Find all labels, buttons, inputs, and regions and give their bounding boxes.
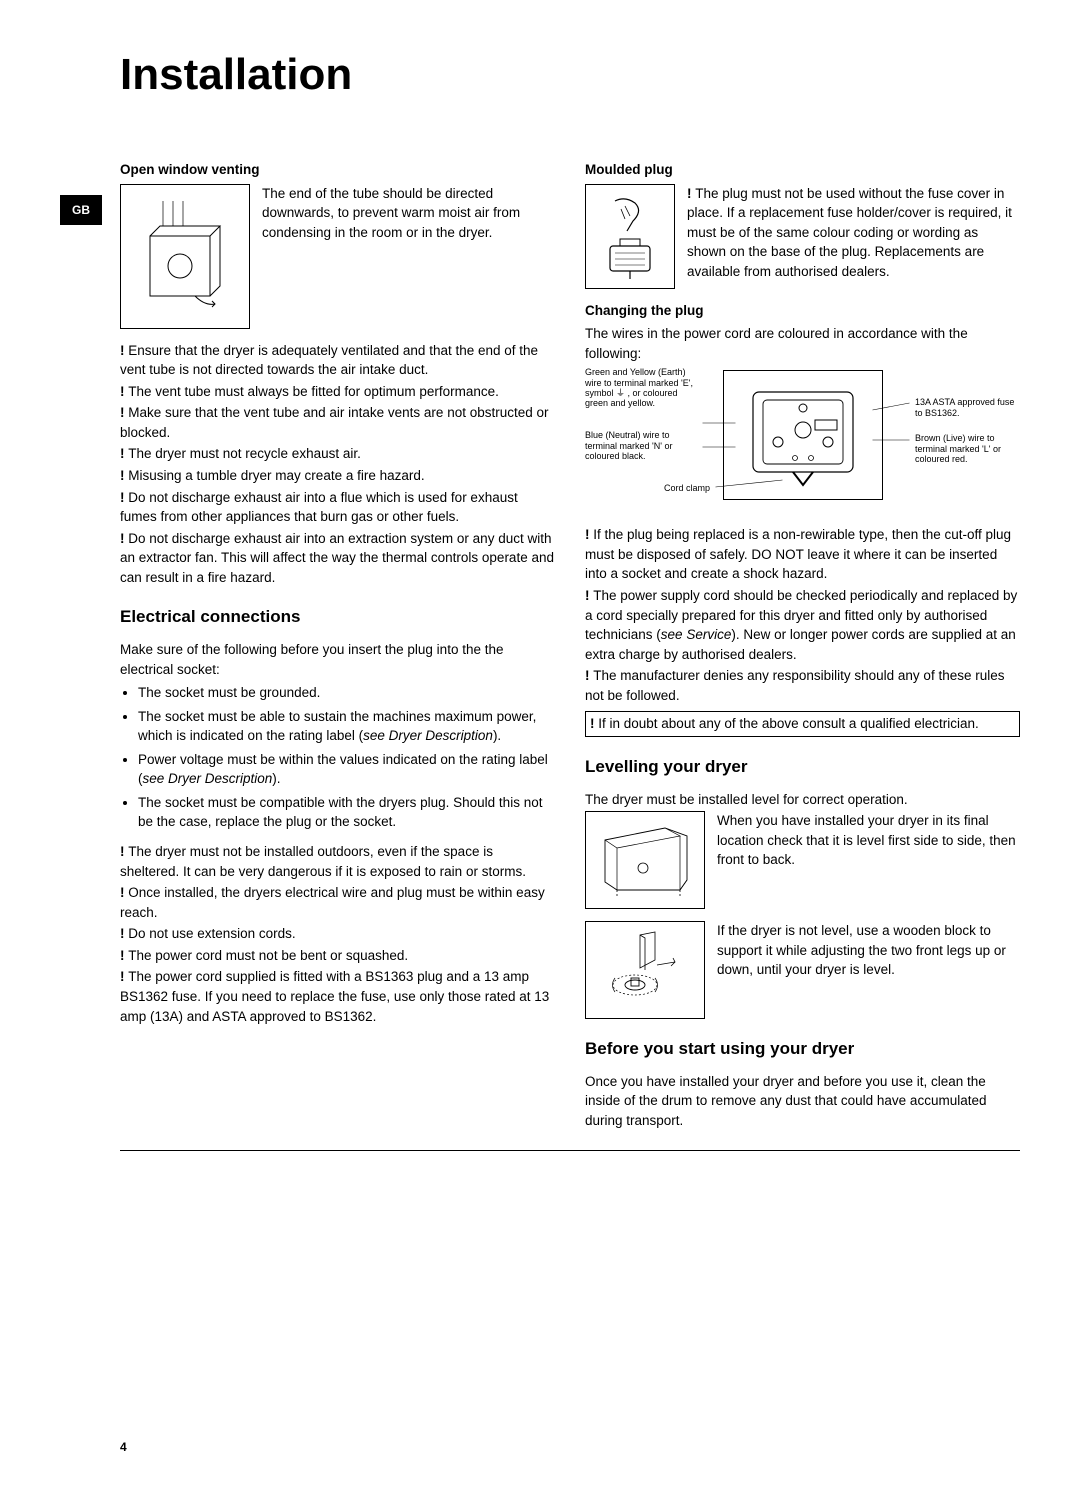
- warning-italic: see Service: [661, 627, 732, 642]
- warning-non-rewirable: If the plug being replaced is a non-rewi…: [585, 525, 1020, 584]
- warning-no-recycle: The dryer must not recycle exhaust air.: [120, 444, 555, 464]
- right-column: Moulded plug The plug must not be used w…: [585, 160, 1020, 1132]
- warning-ventilated: Ensure that the dryer is adequately vent…: [120, 341, 555, 380]
- bullet-italic: see Dryer Description: [143, 771, 273, 786]
- wiring-diagram: Green and Yellow (Earth) wire to termina…: [585, 365, 1020, 515]
- electrical-bullets: The socket must be grounded. The socket …: [138, 683, 555, 832]
- bullet-text: ).: [493, 728, 501, 743]
- levelling-text-2: If the dryer is not level, use a wooden …: [717, 921, 1020, 1019]
- content-columns: Open window venting The end of the tube …: [120, 160, 1020, 1132]
- before-start-text: Once you have installed your dryer and b…: [585, 1072, 1020, 1131]
- levelling-text-1: When you have installed your dryer in it…: [717, 811, 1020, 909]
- moulded-plug-text: The plug must not be used without the fu…: [687, 184, 1020, 289]
- bullet-text: ).: [272, 771, 280, 786]
- heading-before-start: Before you start using your dryer: [585, 1037, 1020, 1062]
- level-intro: The dryer must be installed level for co…: [585, 790, 1020, 810]
- bullet-compatible: The socket must be compatible with the d…: [138, 793, 555, 832]
- language-tab: GB: [60, 195, 102, 225]
- warning-reach: Once installed, the dryers electrical wi…: [120, 883, 555, 922]
- heading-levelling: Levelling your dryer: [585, 755, 1020, 780]
- moulded-plug-figure: [585, 184, 675, 289]
- levelling-figure-1: [585, 811, 705, 909]
- label-live: Brown (Live) wire to terminal marked 'L'…: [915, 433, 1020, 464]
- level-text-a: If the dryer is not level, use a wooden …: [717, 923, 991, 938]
- bullet-voltage: Power voltage must be within the values …: [138, 750, 555, 789]
- label-earth: Green and Yellow (Earth) wire to termina…: [585, 367, 700, 408]
- bullet-grounded: The socket must be grounded.: [138, 683, 555, 703]
- warning-bent: The power cord must not be bent or squas…: [120, 946, 555, 966]
- label-cord-clamp: Cord clamp: [640, 483, 710, 493]
- warning-outdoors: The dryer must not be installed outdoors…: [120, 842, 555, 881]
- bullet-max-power: The socket must be able to sustain the m…: [138, 707, 555, 746]
- electrician-note: If in doubt about any of the above consu…: [585, 711, 1020, 737]
- label-neutral: Blue (Neutral) wire to terminal marked '…: [585, 430, 700, 461]
- page-number: 4: [120, 1440, 127, 1454]
- bottom-rule: [120, 1150, 1020, 1151]
- changing-intro: The wires in the power cord are coloured…: [585, 324, 1020, 363]
- warning-extraction: Do not discharge exhaust air into an ext…: [120, 529, 555, 588]
- plug-box-figure: [723, 370, 883, 500]
- open-window-venting-text: The end of the tube should be directed d…: [262, 184, 555, 329]
- warning-fire-hazard: Misusing a tumble dryer may create a fir…: [120, 466, 555, 486]
- warning-manufacturer: The manufacturer denies any responsibili…: [585, 666, 1020, 705]
- warning-not-obstructed: Make sure that the vent tube and air int…: [120, 403, 555, 442]
- levelling-figure-2: [585, 921, 705, 1019]
- page-title: Installation: [120, 50, 1020, 100]
- bullet-italic: see Dryer Description: [363, 728, 493, 743]
- heading-electrical-connections: Electrical connections: [120, 605, 555, 630]
- level-text-b: support it while adjusting the two front…: [717, 943, 1006, 978]
- warning-flue: Do not discharge exhaust air into a flue…: [120, 488, 555, 527]
- heading-changing-plug: Changing the plug: [585, 301, 1020, 321]
- label-fuse: 13A ASTA approved fuse to BS1362.: [915, 397, 1020, 418]
- warning-extension: Do not use extension cords.: [120, 924, 555, 944]
- open-window-venting-figure: [120, 184, 250, 329]
- electrical-intro: Make sure of the following before you in…: [120, 640, 555, 679]
- warning-fuse: The power cord supplied is fitted with a…: [120, 967, 555, 1026]
- heading-moulded-plug: Moulded plug: [585, 160, 1020, 180]
- heading-open-window-venting: Open window venting: [120, 160, 555, 180]
- left-column: Open window venting The end of the tube …: [120, 160, 555, 1132]
- warning-cord-check: The power supply cord should be checked …: [585, 586, 1020, 664]
- warning-vent-tube-fitted: The vent tube must always be fitted for …: [120, 382, 555, 402]
